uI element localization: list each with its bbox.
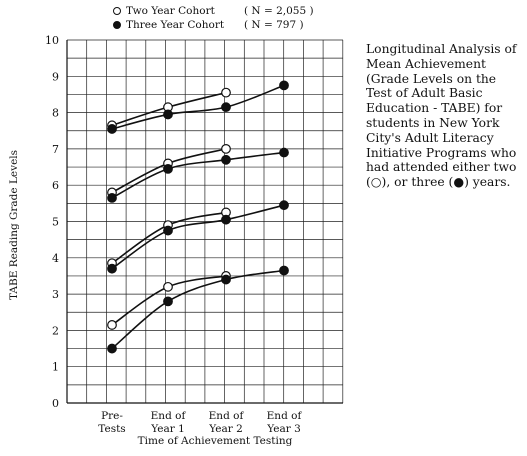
data-point-filled — [221, 154, 231, 165]
data-point-filled — [107, 263, 117, 274]
y-tick-label: 9 — [52, 70, 59, 83]
data-point-filled — [163, 296, 173, 307]
data-point-filled — [107, 124, 117, 134]
chart-caption: Longitudinal Analysis of Mean Achievemen… — [366, 42, 517, 190]
y-tick-label: 2 — [52, 324, 59, 337]
x-tick-label: End of Year 1 — [150, 410, 186, 435]
data-point-filled — [221, 214, 231, 225]
data-point-filled — [279, 80, 289, 91]
series-line — [111, 84, 285, 130]
data-point-filled — [279, 265, 289, 276]
legend: Two Year Cohort ( N = 2,055 ) Three Year… — [113, 4, 314, 32]
legend-label: Two Year Cohort — [126, 5, 215, 17]
y-tick-label: 10 — [45, 34, 59, 47]
legend-label: Three Year Cohort — [126, 19, 225, 31]
legend-item-two-year: Two Year Cohort ( N = 2,055 ) — [113, 4, 314, 18]
x-tick-label: End of Year 3 — [266, 410, 302, 435]
data-point-filled — [279, 147, 289, 158]
data-point-open — [163, 281, 173, 292]
y-tick-label: 0 — [52, 397, 59, 410]
y-tick-label: 1 — [52, 361, 59, 374]
y-tick-label: 7 — [52, 143, 59, 156]
y-tick-label: 3 — [52, 288, 59, 301]
filled-circle-icon — [113, 21, 121, 29]
data-point-open — [221, 143, 231, 154]
data-point-filled — [163, 163, 173, 174]
legend-n: ( N = 2,055 ) — [244, 5, 314, 17]
y-tick-label: 8 — [52, 107, 59, 120]
data-point-open — [221, 87, 231, 98]
legend-n: ( N = 797 ) — [244, 19, 304, 31]
series-line — [111, 151, 285, 199]
data-point-filled — [163, 225, 173, 236]
data-point-filled — [163, 109, 173, 120]
x-axis-label: Time of Achievement Testing — [137, 435, 293, 447]
data-point-filled — [107, 343, 117, 354]
data-point-filled — [221, 274, 231, 285]
series-line — [111, 204, 285, 270]
open-circle-icon — [113, 7, 121, 15]
x-tick-label: End of Year 2 — [208, 410, 244, 435]
data-point-open — [107, 320, 117, 330]
x-tick-label: Pre-Tests — [98, 410, 125, 435]
y-tick-label: 6 — [52, 179, 59, 192]
series-line — [111, 269, 285, 350]
y-tick-label: 5 — [52, 216, 59, 229]
data-point-filled — [221, 102, 231, 113]
data-point-filled — [279, 200, 289, 211]
data-point-filled — [107, 193, 117, 203]
legend-item-three-year: Three Year Cohort ( N = 797 ) — [113, 18, 314, 32]
y-tick-label: 4 — [52, 252, 59, 265]
